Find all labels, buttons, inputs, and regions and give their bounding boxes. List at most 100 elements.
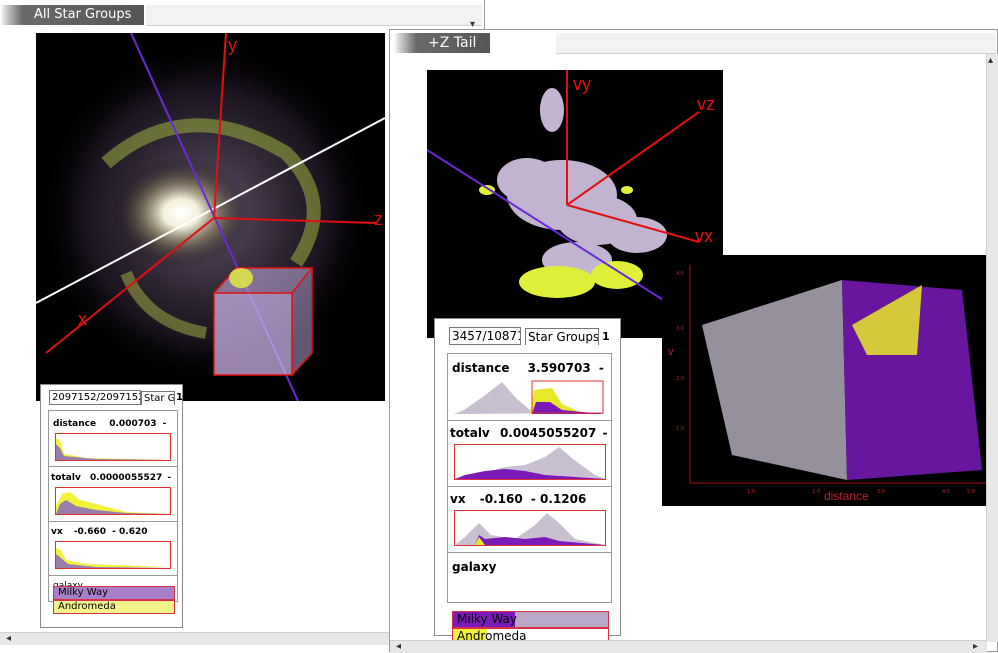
left-dropdown-icon[interactable]: ▾ [470, 19, 476, 30]
right-3d-scene: vy vz vx [427, 70, 723, 338]
right-scroll-up-icon[interactable]: ▴ [988, 55, 994, 66]
selection-cube[interactable] [213, 267, 314, 376]
scatter-ytick-3: 1.0 [676, 426, 684, 432]
left-distance-value: 0.000703 [109, 419, 157, 429]
left-vx-hist-svg [56, 548, 170, 568]
scatter-xtick-1: 2.0 [812, 489, 820, 495]
left-3d-viewport[interactable]: y z x [36, 33, 385, 401]
right-horizontal-scrollbar[interactable]: ◂ ▸ [390, 640, 987, 653]
right-distance-hist-svg [454, 380, 604, 414]
left-filter-panel: 2097152/2097152 Star G 1 distance 0.0007… [40, 384, 183, 628]
left-panel-tabs: 2097152/2097152 Star G 1 [49, 390, 183, 405]
right-totalv-suffix: - [602, 426, 608, 440]
scatter-plot-svg: v distance 1.0 2.0 3.0 4.0 5.0 4.0 3.0 2… [668, 265, 987, 503]
left-distance-histogram[interactable] [55, 433, 171, 461]
scatter-xtick-3: 4.0 [942, 489, 950, 495]
left-tab-star-groups[interactable]: Star G [141, 390, 175, 405]
right-vx-hist-svg [455, 513, 605, 545]
left-divider-3 [49, 575, 177, 576]
right-tab-badge: 1 [602, 329, 610, 343]
right-divider-2 [448, 486, 611, 487]
left-distance-label: distance [53, 419, 97, 429]
left-title-bar [146, 5, 482, 26]
right-vx-histogram[interactable] [454, 510, 606, 546]
right-vx-suffix: - 0.1206 [530, 492, 587, 506]
left-distance-suffix: - [162, 419, 167, 429]
right-row-vx: vx -0.160 - 0.1206 [450, 492, 586, 506]
right-panel-body: distance 3.590703 - totalv 0.0045055207 … [447, 353, 612, 603]
left-row-vx: vx -0.660 - 0.620 [51, 527, 148, 537]
right-panel-tabs: 3457/10871 Star Groups 1 [449, 327, 610, 345]
right-row-totalv: totalv 0.0045055207 - [450, 426, 608, 440]
y-axis-line [213, 33, 227, 219]
tidal-arm-lower [120, 270, 208, 339]
andromeda-particles [479, 185, 643, 298]
scatter-plot[interactable]: v distance 1.0 2.0 3.0 4.0 5.0 4.0 3.0 2… [662, 255, 992, 506]
vz-axis-line [566, 111, 700, 206]
right-vertical-scrollbar[interactable]: ▴ [986, 54, 998, 642]
left-item-andromeda[interactable]: Andromeda [53, 600, 175, 614]
right-totalv-histogram[interactable] [454, 444, 606, 480]
left-panel-body: distance 0.000703 - totalv 0.0000055527 … [48, 410, 178, 602]
right-category-label: galaxy [452, 560, 497, 574]
right-item-milky-way[interactable]: Milky Way [452, 611, 609, 628]
x-axis-label: x [78, 309, 87, 329]
left-scroll-left-icon[interactable]: ◂ [6, 633, 12, 644]
left-vx-histogram[interactable] [55, 541, 171, 569]
x-axis-line [45, 217, 215, 354]
right-distance-histogram[interactable] [454, 380, 604, 414]
left-totalv-hist-svg [56, 492, 170, 514]
vx-axis-label: vx [695, 226, 713, 246]
left-vx-value: -0.660 [73, 527, 107, 537]
scatter-x-label: distance [824, 489, 869, 503]
right-distance-label: distance [452, 361, 510, 375]
right-window-title[interactable]: +Z Tail [394, 33, 490, 53]
right-divider-3 [448, 552, 611, 553]
right-window: +Z Tail vy vz vx [389, 29, 998, 653]
left-3d-scene: y z x [36, 33, 385, 401]
scatter-xtick-4: 5.0 [967, 489, 975, 495]
z-axis-line [213, 217, 377, 224]
left-distance-hist-svg [56, 438, 170, 460]
right-distance-value: 3.590703 [527, 361, 591, 375]
scatter-neutral-points [702, 280, 847, 480]
vz-axis-label: vz [697, 94, 715, 114]
right-divider-1 [448, 420, 611, 421]
scatter-andromeda-points [852, 285, 922, 355]
vy-axis-label: vy [573, 74, 591, 94]
right-scroll-right-icon[interactable]: ▸ [973, 641, 979, 652]
left-horizontal-scrollbar[interactable]: ◂ [0, 632, 484, 645]
y-axis-label: y [228, 35, 237, 55]
left-window-title[interactable]: All Star Groups [0, 5, 144, 25]
right-totalv-hist-svg [455, 447, 605, 479]
right-scroll-left-icon[interactable]: ◂ [396, 641, 402, 652]
right-distance-suffix: - [598, 361, 604, 375]
left-tab-count[interactable]: 2097152/2097152 [49, 390, 141, 405]
left-vx-suffix: - 0.620 [112, 527, 148, 537]
right-tab-star-groups[interactable]: Star Groups [525, 327, 599, 345]
left-totalv-suffix: - [167, 473, 172, 483]
left-vx-label: vx [51, 527, 63, 537]
left-row-totalv: totalv 0.0000055527 - [51, 473, 171, 483]
scatter-ytick-0: 4.0 [676, 271, 684, 277]
left-row-distance: distance 0.000703 - [53, 419, 166, 429]
vx-axis-line [566, 204, 700, 243]
scatter-xtick-0: 1.0 [747, 489, 755, 495]
scatter-ytick-2: 2.0 [676, 376, 684, 382]
left-totalv-value: 0.0000055527 [89, 473, 163, 483]
left-totalv-histogram[interactable] [55, 487, 171, 515]
right-totalv-label: totalv [450, 426, 490, 440]
left-tab-badge: 1 [176, 392, 183, 403]
right-filter-panel: 3457/10871 Star Groups 1 distance 3.5907… [434, 318, 621, 645]
scatter-xtick-2: 3.0 [877, 489, 885, 495]
z-axis-label: z [374, 209, 383, 229]
right-title-bar [556, 33, 996, 54]
tidal-arm-upper [101, 118, 321, 267]
left-item-milky-way[interactable]: Milky Way [53, 586, 175, 600]
right-row-distance: distance 3.590703 - [452, 361, 604, 375]
right-vx-value: -0.160 [479, 492, 523, 506]
right-tab-count[interactable]: 3457/10871 [449, 327, 521, 345]
right-vx-label: vx [450, 492, 466, 506]
scatter-y-label: v [668, 346, 674, 358]
left-totalv-label: totalv [51, 473, 81, 483]
